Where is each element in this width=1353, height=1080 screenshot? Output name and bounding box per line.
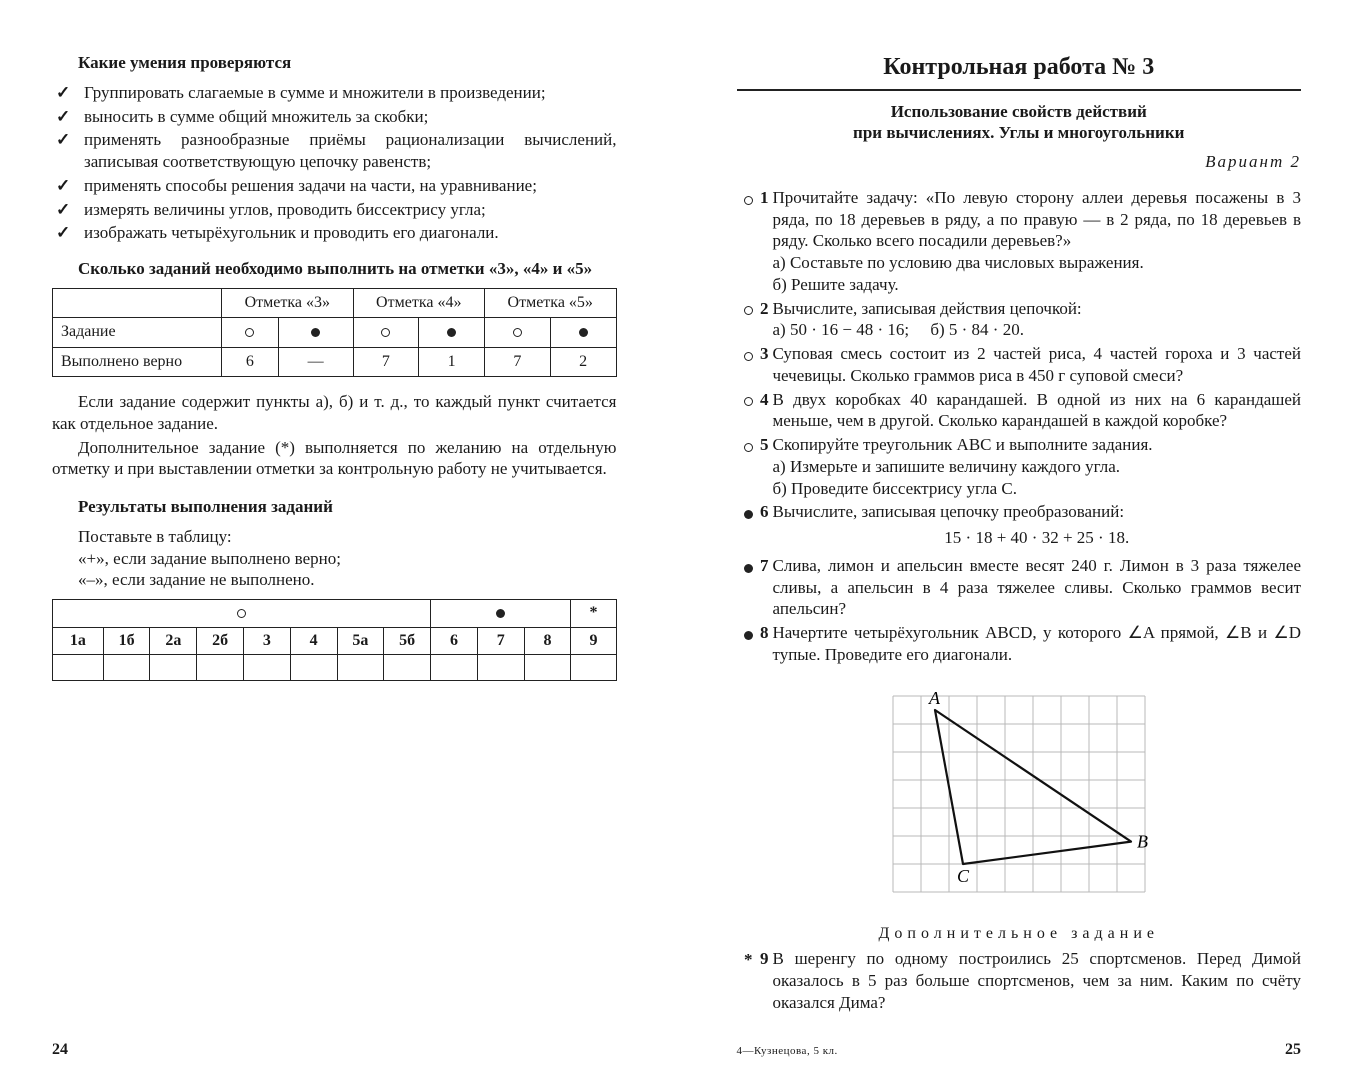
svg-text:A: A [928, 688, 941, 708]
task-body: В двух коробках 40 карандашей. В одной и… [773, 389, 1302, 433]
results-intro: Поставьте в таблицу: [52, 526, 617, 548]
extra-task-list: * 9 В шеренгу по одному построились 25 с… [737, 948, 1302, 1013]
task-body: Вычислите, записывая цепочку преобразова… [773, 501, 1302, 553]
results-table: * 1а 1б 2а 2б 3 4 5а 5б 6 7 8 9 [52, 599, 617, 681]
page-number: 24 [52, 1040, 68, 1060]
circle-icon [744, 397, 753, 406]
dot-icon [447, 328, 456, 337]
task-body: Начертите четырёхугольник ABCD, у которо… [773, 622, 1302, 666]
circle-icon [381, 328, 390, 337]
circle-icon [744, 443, 753, 452]
test-title: Контрольная работа № 3 [737, 52, 1302, 91]
grades-table: Отметка «3» Отметка «4» Отметка «5» Зада… [52, 288, 617, 377]
task-body: Прочитайте задачу: «По левую сторону алл… [773, 187, 1302, 296]
skills-heading: Какие умения проверяются [52, 52, 617, 74]
task-item: 6Вычислите, записывая цепочку преобразов… [737, 501, 1302, 553]
star-icon: * [744, 950, 753, 969]
circle-icon [237, 609, 246, 618]
task-number: 1 [753, 187, 773, 296]
check-icon: ✓ [70, 106, 84, 128]
task-number: 8 [753, 622, 773, 666]
check-icon: ✓ [70, 199, 84, 221]
check-icon: ✓ [70, 129, 84, 151]
note-para: Дополнительное задание (*) выполняется п… [52, 437, 617, 481]
task-number: 6 [753, 501, 773, 553]
test-subtitle: Использование свойств действий при вычис… [737, 101, 1302, 144]
task-number: 5 [753, 434, 773, 499]
right-page: Контрольная работа № 3 Использование сво… [677, 0, 1353, 1080]
extra-title: Дополнительное задание [737, 924, 1302, 944]
note-para: Если задание содержит пункты а), б) и т.… [52, 391, 617, 435]
task-item: 5Скопируйте треугольник ABC и выполните … [737, 434, 1302, 499]
task-item: 8Начертите четырёхугольник ABCD, у котор… [737, 622, 1302, 666]
task-list: 1Прочитайте задачу: «По левую сторону ал… [737, 187, 1302, 666]
dot-icon [744, 510, 753, 519]
circle-icon [245, 328, 254, 337]
dot-icon [744, 631, 753, 640]
triangle-figure: A C B [875, 678, 1163, 910]
dot-icon [311, 328, 320, 337]
dot-icon [744, 564, 753, 573]
task-number: 7 [753, 555, 773, 620]
task-item: * 9 В шеренгу по одному построились 25 с… [737, 948, 1302, 1013]
task-number: 3 [753, 343, 773, 387]
task-body: Слива, лимон и апельсин вместе весят 240… [773, 555, 1302, 620]
circle-icon [744, 352, 753, 361]
skills-list: ✓Группировать слагаемые в сумме и множит… [52, 82, 617, 244]
results-heading: Результаты выполнения заданий [52, 496, 617, 518]
task-number: 4 [753, 389, 773, 433]
svg-text:B: B [1137, 831, 1148, 851]
star-icon: * [589, 604, 597, 621]
results-minus: «–», если задание не выполнено. [52, 569, 617, 591]
task-item: 4В двух коробках 40 карандашей. В одной … [737, 389, 1302, 433]
circle-icon [744, 306, 753, 315]
task-item: 2Вычислите, записывая действия цепочкой:… [737, 298, 1302, 342]
svg-text:C: C [957, 866, 970, 886]
task-body: Скопируйте треугольник ABC и выполните з… [773, 434, 1302, 499]
task-item: 3Суповая смесь состоит из 2 частей риса,… [737, 343, 1302, 387]
formula: 15 · 18 + 40 · 32 + 25 · 18. [773, 527, 1302, 549]
check-icon: ✓ [70, 82, 84, 104]
check-icon: ✓ [70, 222, 84, 244]
task-body: Вычислите, записывая действия цепочкой:а… [773, 298, 1302, 342]
table-row: Задание [53, 318, 617, 347]
task-item: 1Прочитайте задачу: «По левую сторону ал… [737, 187, 1302, 296]
circle-icon [744, 196, 753, 205]
table-row: Выполнено верно 6 — 7 1 7 2 [53, 347, 617, 376]
task-number: 2 [753, 298, 773, 342]
check-icon: ✓ [70, 175, 84, 197]
grades-heading: Сколько заданий необходимо выполнить на … [52, 258, 617, 280]
task-body: Суповая смесь состоит из 2 частей риса, … [773, 343, 1302, 387]
table-row: 1а 1б 2а 2б 3 4 5а 5б 6 7 8 9 [53, 627, 617, 654]
page-number: 25 [1285, 1040, 1301, 1060]
variant-label: Вариант 2 [737, 151, 1302, 173]
left-page: Какие умения проверяются ✓Группировать с… [0, 0, 677, 1080]
results-plus: «+», если задание выполнено верно; [52, 548, 617, 570]
table-row [53, 655, 617, 681]
footnote: 4—Кузнецова, 5 кл. [737, 1044, 838, 1058]
circle-icon [513, 328, 522, 337]
dot-icon [496, 609, 505, 618]
task-item: 7Слива, лимон и апельсин вместе весят 24… [737, 555, 1302, 620]
dot-icon [579, 328, 588, 337]
